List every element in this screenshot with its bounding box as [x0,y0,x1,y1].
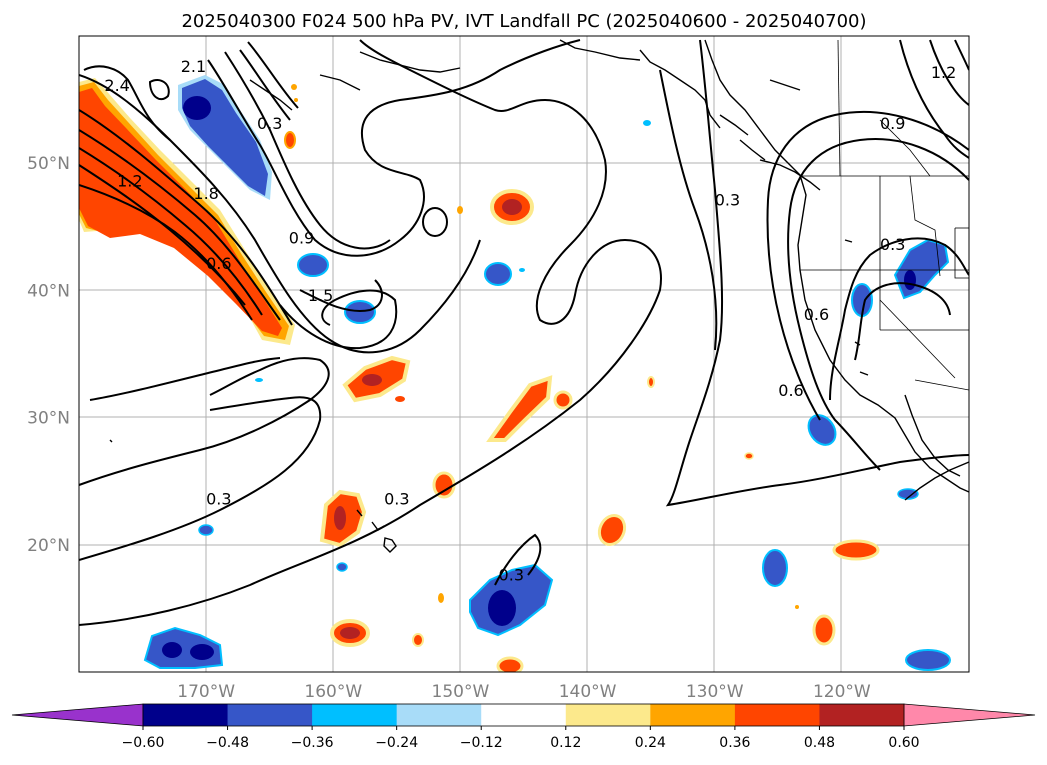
colorbar-segment [143,704,229,726]
colorbar-tick-label: 0.48 [804,735,835,751]
contour-label: 0.6 [778,381,803,400]
contour-label: 1.5 [308,286,333,305]
contour-label: 1.8 [193,184,218,203]
colorbar-tick-label: −0.60 [122,735,165,751]
contour-label: 2.4 [104,76,129,95]
contour-label: 0.3 [206,489,231,508]
colorbar-segment [481,704,567,726]
colorbar-tick-label: −0.36 [291,735,334,751]
political-borders [800,39,969,391]
lat-tick-label: 20°N [27,536,70,556]
colorbar-tick-label: 0.60 [888,735,919,751]
colorbar-tick-label: −0.48 [206,735,249,751]
contour-label: 0.3 [715,190,740,209]
contour-label: 0.6 [206,254,231,273]
colorbar-segment [819,704,905,726]
lat-tick-label: 30°N [27,409,70,429]
latitude-tick-labels: 50°N 40°N 30°N 20°N [27,154,70,556]
lon-tick-label: 120°W [813,682,871,702]
contour-label: 2.1 [181,57,206,76]
colorbar-under-extension [11,703,144,727]
lon-tick-label: 160°W [304,682,362,702]
colorbar-tick-label: 0.36 [719,735,750,751]
lat-tick-label: 40°N [27,281,70,301]
lat-tick-label: 50°N [27,154,70,174]
lon-tick-label: 140°W [559,682,617,702]
lon-tick-label: 130°W [686,682,744,702]
colorbar-segment [396,704,482,726]
lon-tick-label: 150°W [432,682,490,702]
contour-label: 0.3 [384,489,409,508]
colorbar-segment [565,704,651,726]
contour-label: 0.9 [289,229,314,248]
contour-label: 0.6 [804,305,829,324]
filled-anomalies [79,75,951,672]
lon-tick-label: 170°W [177,682,235,702]
coastlines [109,39,969,553]
positive-patch-145W-30N [486,375,553,442]
colorbar-tick-label: 0.12 [550,735,581,751]
colorbar-tick-label: −0.24 [375,735,418,751]
colorbar-tick-label: 0.24 [635,735,666,751]
colorbar-frame [142,703,905,727]
colorbar-tick-label: −0.12 [460,735,503,751]
contour-label: 0.3 [880,235,905,254]
colorbar-segment [312,704,398,726]
colorbar-segment [227,704,313,726]
contour-label: 0.3 [499,566,524,585]
colorbar: −0.60 −0.48 −0.36 −0.24 −0.12 0.12 0.24 0.36 0.4… [11,703,1036,751]
map-panel: 2.4 2.1 0.3 1.2 1.8 0.9 0.6 1.5 0.3 0.3 0.3 0.3 0.6 0… [78,35,970,673]
colorbar-over-extension [903,703,1036,727]
colorbar-segment [650,704,736,726]
pv-contours [79,39,969,626]
contour-label: 0.3 [257,114,282,133]
contour-label: 0.9 [880,114,905,133]
contour-labels: 2.4 2.1 0.3 1.2 1.8 0.9 0.6 1.5 0.3 0.3 0.3 0.3 0.6 0… [104,57,956,585]
colorbar-segment [734,704,820,726]
plot-title: 2025040300 F024 500 hPa PV, IVT Landfall… [181,11,866,32]
longitude-tick-labels: 170°W 160°W 150°W 140°W 130°W 120°W [177,682,871,702]
contour-label: 1.2 [931,63,956,82]
contour-label: 1.2 [117,171,142,190]
